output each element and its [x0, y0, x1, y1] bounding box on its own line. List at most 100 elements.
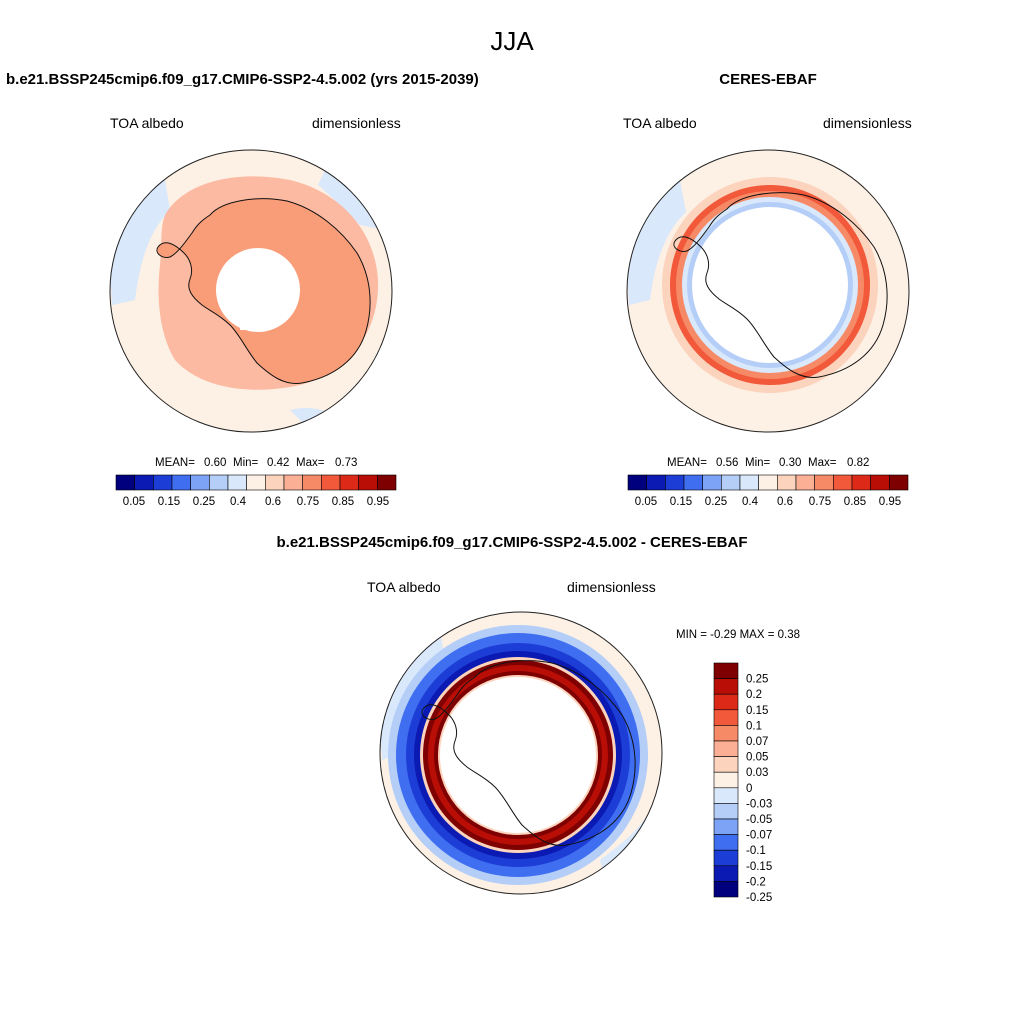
- panel-model-colorbar-swatch: [321, 474, 341, 491]
- panel-model-colorbar-swatch: [171, 474, 191, 491]
- panel-diff-colorbar-tick-label: -0.2: [746, 876, 766, 888]
- panel-obs-colorbar-swatch: [665, 474, 685, 491]
- panel-obs: CERES-EBAF TOA albedo dimensionless MEAN…: [623, 71, 912, 508]
- panel-model-colorbar-tick-label: 0.05: [123, 496, 145, 508]
- panel-diff-colorbar-tick-label: 0.03: [746, 767, 768, 779]
- svg-text:Max=: Max=: [808, 457, 837, 469]
- panel-obs-colorbar-swatch: [889, 474, 909, 491]
- panel-obs-units: dimensionless: [823, 115, 912, 131]
- panel-diff-title: b.e21.BSSP245cmip6.f09_g17.CMIP6-SSP2-4.…: [276, 534, 747, 551]
- panel-obs-colorbar-swatch: [777, 474, 797, 491]
- panel-obs-map-border: [626, 149, 910, 433]
- panel-diff-colorbar-tick-label: 0.2: [746, 689, 762, 701]
- panel-obs-colorbar-tick-label: 0.75: [809, 496, 831, 508]
- panel-model-colorbar-swatch: [134, 474, 154, 491]
- panel-model-colorbar-swatch: [153, 474, 173, 491]
- panel-obs-colorbar-swatch: [833, 474, 853, 491]
- panel-obs-colorbar-swatch: [627, 474, 647, 491]
- panel-obs-colorbar-swatch: [758, 474, 778, 491]
- panel-diff-stats: MIN = -0.29 MAX = 0.38: [676, 629, 800, 641]
- panel-diff-colorbar-tick-label: -0.15: [746, 861, 772, 873]
- panel-obs-colorbar-swatch: [683, 474, 703, 491]
- svg-text:Min=: Min=: [745, 457, 771, 469]
- panel-diff-colorbar-swatch: [713, 849, 739, 867]
- panel-obs-colorbar-swatch: [870, 474, 890, 491]
- panel-diff-colorbar-swatch: [713, 771, 739, 789]
- svg-text:MEAN=: MEAN=: [667, 457, 707, 469]
- panel-obs-colorbar: 0.05 0.15 0.25 0.4 0.6 0.75 0.85 0.95: [627, 474, 909, 508]
- panel-diff-colorbar-tick-label: 0.15: [746, 705, 768, 717]
- panel-obs-title: CERES-EBAF: [719, 71, 817, 88]
- panel-diff-units: dimensionless: [567, 579, 656, 595]
- panel-diff-colorbar-tick-label: 0.07: [746, 736, 768, 748]
- panel-obs-map: [627, 150, 909, 432]
- panel-obs-colorbar-tick-label: 0.05: [635, 496, 657, 508]
- panel-model-colorbar: 0.05 0.15 0.25 0.4 0.6 0.75 0.85 0.95: [115, 474, 397, 508]
- panel-diff-colorbar-swatch: [713, 662, 739, 679]
- panel-model-colorbar-tick-label: 0.15: [158, 496, 180, 508]
- panel-model-colorbar-swatch: [358, 474, 378, 491]
- panel-diff-colorbar-swatch: [713, 865, 739, 882]
- panel-obs-colorbar-swatch: [795, 474, 815, 491]
- panel-obs-colorbar-swatch: [646, 474, 666, 491]
- panel-model-colorbar-swatch: [339, 474, 359, 491]
- panel-diff-map-border: [379, 611, 663, 895]
- panel-obs-colorbar-tick-label: 0.95: [879, 496, 901, 508]
- panel-diff-colorbar-swatch: [713, 834, 739, 851]
- svg-text:0.30: 0.30: [779, 457, 801, 469]
- panel-model-colorbar-swatch: [302, 474, 322, 491]
- panel-diff-colorbar-tick-label: 0.05: [746, 752, 768, 764]
- panel-diff-colorbar-swatch: [713, 803, 739, 820]
- panel-obs-colorbar-tick-label: 0.4: [742, 496, 759, 508]
- panel-obs-colorbar-swatch: [739, 474, 759, 491]
- svg-text:Min=: Min=: [233, 457, 259, 469]
- panel-diff-map: [380, 612, 662, 894]
- panel-model-colorbar-swatch: [265, 474, 285, 491]
- panel-obs-stats: MEAN= 0.56 Min= 0.30 Max= 0.82: [667, 457, 869, 469]
- panel-diff-colorbar-tick-label: -0.1: [746, 845, 766, 857]
- panel-diff-colorbar-swatch: [713, 725, 739, 742]
- panel-obs-colorbar-tick-label: 0.25: [705, 496, 727, 508]
- panel-diff-colorbar-tick-label: 0.1: [746, 720, 762, 732]
- panel-diff-colorbar-tick-label: -0.05: [746, 814, 772, 826]
- panel-model-title: b.e21.BSSP245cmip6.f09_g17.CMIP6-SSP2-4.…: [6, 71, 479, 88]
- panel-obs-colorbar-tick-label: 0.6: [777, 496, 793, 508]
- panel-diff-colorbar-swatch: [713, 693, 739, 711]
- svg-text:0.56: 0.56: [716, 457, 738, 469]
- svg-text:MEAN=: MEAN=: [155, 457, 195, 469]
- panel-obs-colorbar-tick-label: 0.85: [844, 496, 866, 508]
- panel-model-colorbar-swatch: [209, 474, 229, 491]
- panel-diff-colorbar-swatch: [713, 818, 739, 835]
- svg-text:0.42: 0.42: [267, 457, 289, 469]
- panel-model-colorbar-swatch: [190, 474, 210, 491]
- panel-diff-colorbar-swatch: [713, 787, 739, 804]
- panel-obs-colorbar-swatch: [702, 474, 722, 491]
- panel-diff-colorbar: 0.25 0.2 0.15 0.1 0.07 0.05 0.03 0 -0.03 -0.05 -0.…: [713, 662, 772, 904]
- panel-model-map: [110, 150, 392, 432]
- panel-diff-colorbar-swatch: [713, 756, 739, 773]
- panel-model-map-border: [109, 149, 393, 433]
- svg-text:0.82: 0.82: [847, 457, 869, 469]
- panel-diff-colorbar-tick-label: -0.07: [746, 830, 772, 842]
- panel-diff: b.e21.BSSP245cmip6.f09_g17.CMIP6-SSP2-4.…: [276, 534, 800, 904]
- panel-obs-variable: TOA albedo: [623, 115, 697, 131]
- panel-diff-colorbar-swatch: [713, 709, 739, 726]
- panel-diff-colorbar-swatch: [713, 740, 739, 757]
- panel-model-stats: MEAN= 0.60 Min= 0.42 Max= 0.73: [155, 457, 357, 469]
- panel-model-colorbar-tick-label: 0.95: [367, 496, 389, 508]
- panel-model-variable: TOA albedo: [110, 115, 184, 131]
- panel-model-colorbar-swatch: [115, 474, 135, 491]
- panel-diff-colorbar-tick-label: -0.03: [746, 798, 772, 810]
- panel-diff-variable: TOA albedo: [367, 579, 441, 595]
- panel-model-colorbar-tick-label: 0.6: [265, 496, 281, 508]
- panel-diff-colorbar-tick-label: -0.25: [746, 892, 772, 904]
- figure-title: JJA: [490, 26, 534, 56]
- panel-model-colorbar-swatch: [283, 474, 303, 491]
- panel-obs-colorbar-swatch: [721, 474, 741, 491]
- panel-diff-colorbar-swatch: [713, 678, 739, 695]
- panel-model: b.e21.BSSP245cmip6.f09_g17.CMIP6-SSP2-4.…: [6, 71, 479, 508]
- panel-diff-colorbar-tick-label: 0: [746, 783, 752, 795]
- svg-text:Max=: Max=: [296, 457, 325, 469]
- panel-obs-colorbar-swatch: [851, 474, 871, 491]
